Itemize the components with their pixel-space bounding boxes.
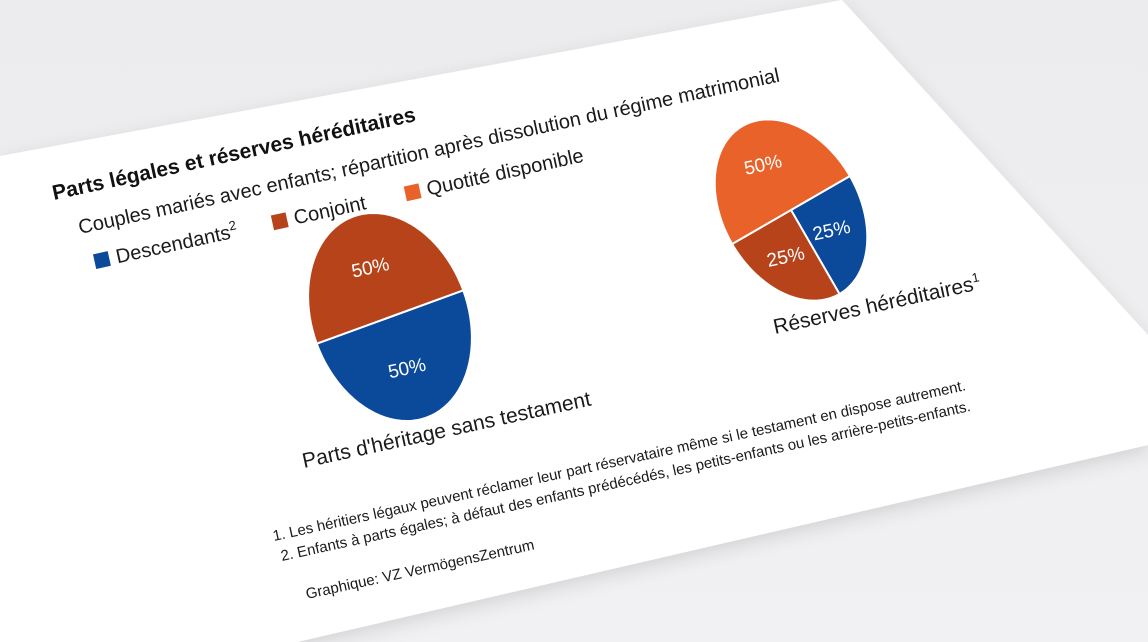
pie2-caption-sup: 1 bbox=[970, 269, 980, 285]
legend-swatch-conjoint bbox=[270, 212, 289, 231]
pie1-slice-1 bbox=[307, 211, 465, 345]
pie2-slice-1 bbox=[730, 208, 841, 302]
pie2-slice-2 bbox=[713, 118, 852, 246]
legend-sup-descendants: 2 bbox=[227, 217, 237, 233]
legend-swatch-quotite bbox=[403, 183, 422, 202]
pie2-slice-0 bbox=[789, 174, 869, 296]
pie-chart-reserves: 25%25%50% bbox=[713, 118, 869, 302]
pie1-slice-0 bbox=[315, 289, 473, 423]
legend-swatch-descendants bbox=[93, 251, 111, 269]
pie-chart-sans-testament: 50%50% bbox=[307, 211, 473, 423]
